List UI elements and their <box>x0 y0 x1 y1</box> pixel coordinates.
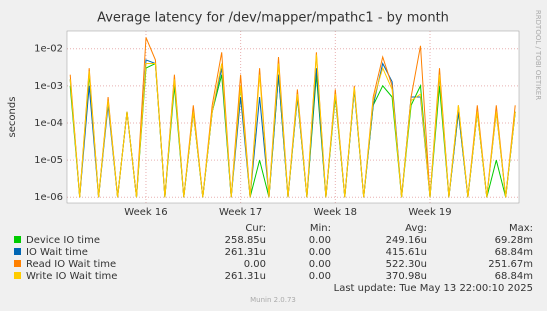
y-tick-label: 1e-02 <box>34 44 63 55</box>
side-text: RRDTOOL / TOBI OETIKER <box>534 10 542 100</box>
legend-stat: 0.00 <box>309 247 331 258</box>
y-tick-label: 1e-05 <box>34 155 63 166</box>
legend-column-header: Min: <box>310 223 331 234</box>
y-tick-label: 1e-06 <box>34 192 63 203</box>
y-tick-label: 1e-03 <box>34 81 63 92</box>
legend-column-header: Max: <box>509 223 533 234</box>
legend-stat: 69.28m <box>495 235 533 246</box>
legend-swatch <box>14 236 21 243</box>
legend-stat: 261.31u <box>225 247 266 258</box>
legend-stat: 522.30u <box>386 259 427 270</box>
legend-stat: 68.84m <box>495 271 533 282</box>
x-tick-label: Week 19 <box>408 207 451 218</box>
legend-entry: Device IO time <box>26 235 100 246</box>
last-update: Last update: Tue May 13 22:00:10 2025 <box>334 283 533 294</box>
legend-stat: 0.00 <box>309 259 331 270</box>
legend-stat: 0.00 <box>244 259 266 270</box>
legend-stat: 249.16u <box>386 235 427 246</box>
legend-stat: 415.61u <box>386 247 427 258</box>
footer: Munin 2.0.73 <box>250 296 296 304</box>
legend-stat: 0.00 <box>309 235 331 246</box>
plot-frame <box>66 30 520 204</box>
legend-entry: Read IO Wait time <box>26 259 116 270</box>
x-tick-label: Week 16 <box>124 207 167 218</box>
legend-stat: 68.84m <box>495 247 533 258</box>
legend-stat: 258.85u <box>225 235 266 246</box>
x-tick-label: Week 18 <box>314 207 357 218</box>
y-axis-label: seconds <box>7 97 18 138</box>
series-line <box>69 54 516 198</box>
legend-entry: IO Wait time <box>26 247 88 258</box>
legend-column-header: Cur: <box>245 223 266 234</box>
legend-stat: 0.00 <box>309 271 331 282</box>
legend-stat: 251.67m <box>488 259 533 270</box>
legend-swatch <box>14 260 21 267</box>
legend-stat: 370.98u <box>386 271 427 282</box>
y-tick-label: 1e-04 <box>34 118 63 129</box>
legend-column-header: Avg: <box>405 223 427 234</box>
x-tick-label: Week 17 <box>219 207 262 218</box>
legend-swatch <box>14 272 21 279</box>
legend-stat: 261.31u <box>225 271 266 282</box>
legend-entry: Write IO Wait time <box>26 271 117 282</box>
chart-title: Average latency for /dev/mapper/mpathc1 … <box>97 11 449 26</box>
legend-swatch <box>14 248 21 255</box>
